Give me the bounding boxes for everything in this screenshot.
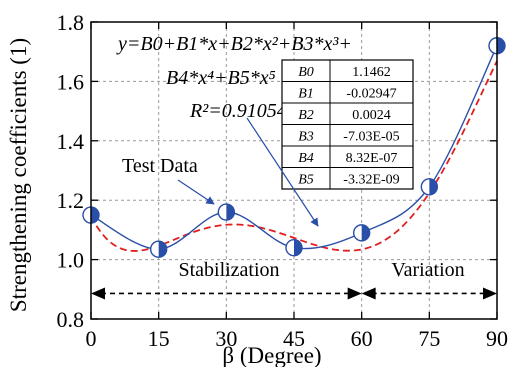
y-tick-label: 1.2 [57,188,85,213]
x-tick-label: 30 [215,326,237,351]
x-axis-label: β (Degree) [222,343,321,367]
table-cell-name: B0 [298,65,314,80]
test-data-label: Test Data [122,155,198,177]
data-points [82,37,506,258]
x-tick-label: 75 [418,326,440,351]
table-cell-name: B2 [298,108,314,123]
x-tick-labels: 0 15 30 45 60 75 90 [86,326,509,351]
r-squared-label: R²=0.91054 [189,100,287,122]
data-point-fill [226,204,235,221]
data-point-fill [294,239,302,256]
table-cell-value: -3.32E-09 [343,173,399,188]
y-axis-label: Strengthening coefficients (1) [6,38,31,312]
y-tick-label: 0.8 [57,307,85,332]
x-tick-label: 0 [86,326,97,351]
y-tick-label: 1.8 [57,10,85,35]
y-tick-label: 1.0 [57,248,85,273]
test-data-arrow-1 [177,179,215,205]
stabilization-label: Stabilization [178,259,279,281]
y-tick-labels: 0.8 1.0 1.2 1.4 1.6 1.8 [57,10,85,332]
data-point [149,240,168,258]
data-point-fill [361,224,370,241]
coefficient-table: B0 1.1462 B1 -0.02947 B2 0.0024 B3 -7.03E-05 B4 8… [281,59,414,190]
data-point-fill [158,241,167,258]
variation-label: Variation [391,259,464,281]
table-cell-name: B5 [298,173,314,188]
x-tick-label: 15 [148,326,170,351]
x-tick-label: 90 [486,326,508,351]
data-point-fill [429,178,438,195]
y-tick-label: 1.4 [57,129,85,154]
data-point [285,239,303,257]
stabilization-arrow-left [91,287,105,300]
data-point [352,224,371,242]
y-tick-label: 1.6 [57,69,85,94]
table-cell-value: 0.0024 [352,108,391,123]
table-cell-name: B1 [298,87,314,102]
variation-arrow-right [483,287,497,300]
data-point [217,203,236,221]
data-point-fill [497,37,505,54]
table-cell-value: -7.03E-05 [343,130,399,145]
data-point-fill [91,207,99,224]
variation-arrow-left [361,287,376,300]
stabilization-arrow-right [347,287,362,300]
x-tick-label: 60 [351,326,373,351]
equation-line-2: B4*x⁴+B5*x⁵ [166,67,276,89]
table-cell-value: 8.32E-07 [346,151,398,166]
region-markers [91,287,497,300]
table-cell-name: B4 [298,151,314,166]
plot-frame [90,21,498,320]
table-cell-value: -0.02947 [346,87,396,102]
table-cell-value: 1.1462 [352,65,391,80]
data-point [420,178,439,196]
r-squared-arrow [246,117,319,227]
equation-line-1: y=B0+B1*x+B2*x²+B3*x³+ [116,33,352,55]
x-tick-label: 45 [283,326,305,351]
table-cell-name: B3 [298,130,314,145]
